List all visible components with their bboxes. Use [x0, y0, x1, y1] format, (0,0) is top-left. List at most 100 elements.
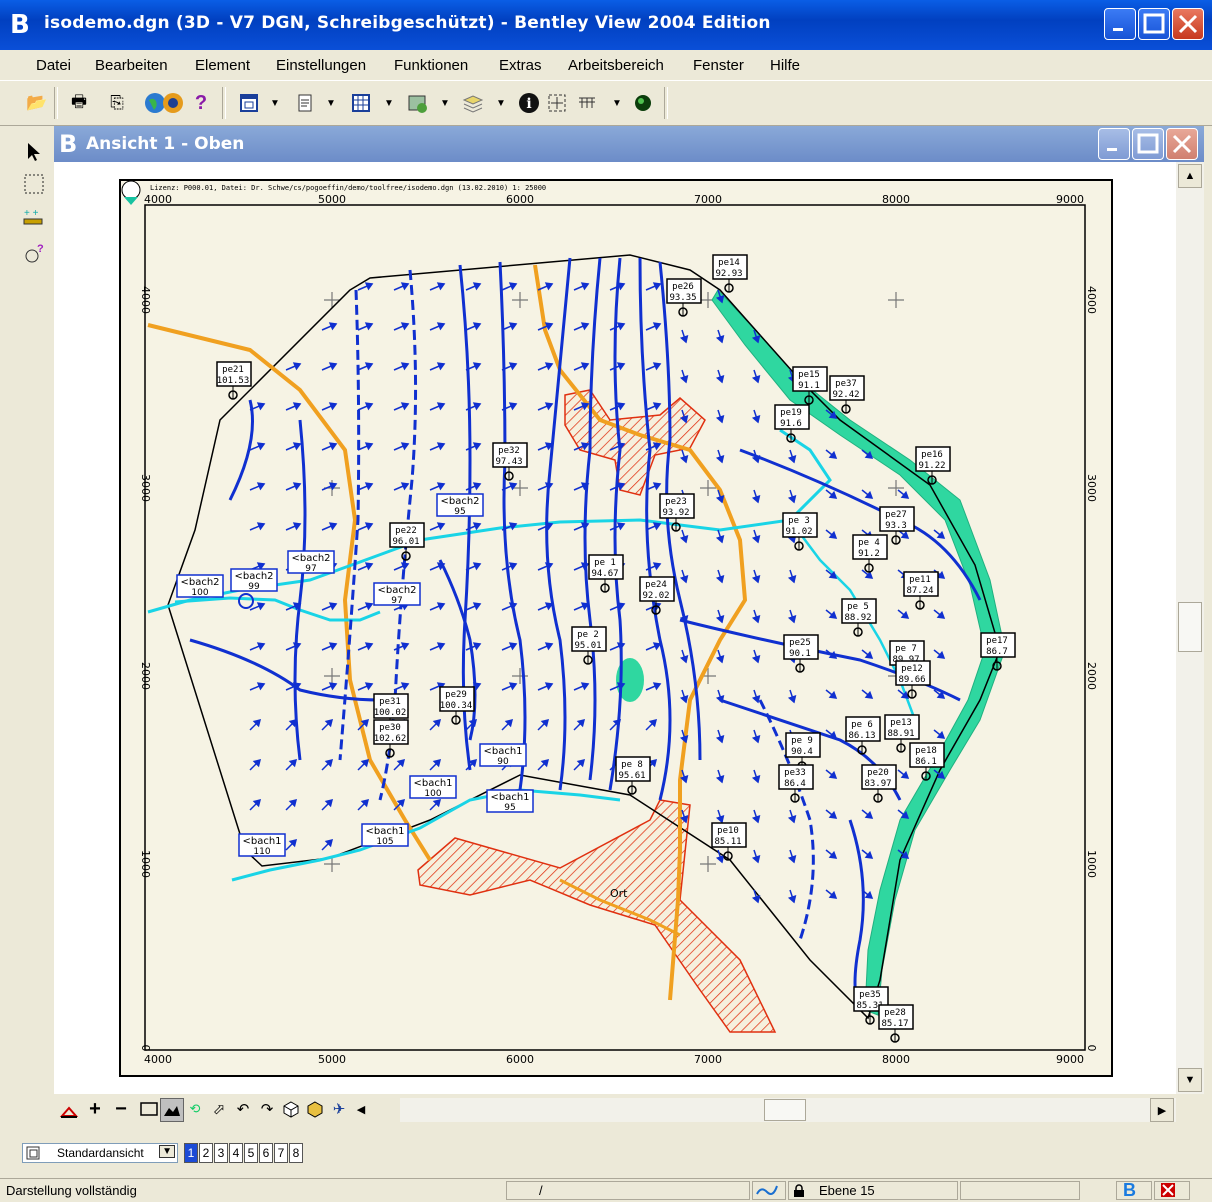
level-cell[interactable]: Ebene 15	[788, 1181, 958, 1200]
flow-arrowhead	[400, 562, 410, 571]
well-value: 93.92	[662, 508, 689, 518]
view-number-2[interactable]: 2	[199, 1143, 213, 1163]
menu-fenster[interactable]: Fenster	[693, 57, 744, 74]
y-tick-left: 1000	[139, 850, 152, 878]
well-value: 83.97	[864, 779, 891, 789]
scroll-left-button[interactable]: ◀	[356, 1103, 366, 1116]
window-area-icon[interactable]	[138, 1098, 160, 1120]
well-value: 85.31	[856, 1001, 883, 1011]
view-maximize-button[interactable]	[1132, 128, 1164, 160]
scroll-up-button[interactable]: ▲	[1178, 164, 1202, 188]
menu-arbeitsbereich[interactable]: Arbeitsbereich	[568, 57, 664, 74]
view-number-3[interactable]: 3	[214, 1143, 228, 1163]
menu-funktionen[interactable]: Funktionen	[394, 57, 469, 74]
hscroll-thumb[interactable]	[764, 1099, 806, 1121]
flow-arrowhead	[508, 362, 518, 371]
open-folder-icon[interactable]: 📂	[26, 93, 48, 112]
layers-db-icon[interactable]	[404, 90, 430, 116]
menu-extras[interactable]: Extras	[499, 57, 542, 74]
rotate-view-icon[interactable]: ⟲	[189, 1101, 201, 1116]
chevron-down-icon[interactable]: ▼	[159, 1145, 175, 1158]
flow-arrowhead	[652, 642, 662, 651]
fit-view-icon[interactable]	[160, 1098, 184, 1122]
measure-table-icon[interactable]	[574, 90, 600, 116]
flow-arrowhead	[400, 482, 410, 491]
view-canvas[interactable]: Lizenz: P000.01, Datei: Dr. Schwe/cs/pog…	[54, 162, 1176, 1094]
marquee-select-icon[interactable]	[20, 170, 48, 198]
view-next-icon[interactable]: ↷	[260, 1101, 274, 1118]
help-icon[interactable]: ?	[194, 91, 208, 114]
chevron-down-icon[interactable]: ▼	[496, 97, 506, 109]
flow-arrowhead	[679, 615, 689, 624]
zoom-out-icon[interactable]: −	[115, 1097, 127, 1120]
flow-arrowhead	[364, 322, 374, 331]
view-number-8[interactable]: 8	[289, 1143, 303, 1163]
scroll-thumb[interactable]	[1178, 602, 1202, 652]
flow-arrowhead	[751, 495, 761, 504]
measure-distance-icon[interactable]: + +	[20, 204, 48, 232]
flow-arrowhead	[936, 770, 946, 779]
horizontal-scrollbar[interactable]: ▶	[400, 1098, 1176, 1122]
3d-cube-icon[interactable]	[280, 1098, 302, 1120]
minimize-button[interactable]	[1104, 8, 1136, 40]
levels-icon[interactable]	[460, 90, 486, 116]
select-arrow-icon[interactable]	[20, 138, 48, 166]
stream-value: 97	[305, 564, 316, 574]
file-status-icon[interactable]	[1154, 1181, 1190, 1200]
navigate-icon[interactable]: ✈	[332, 1101, 346, 1118]
flow-arrowhead	[508, 682, 518, 691]
menu-einstellungen[interactable]: Einstellungen	[276, 57, 367, 74]
globe-icon[interactable]	[142, 90, 168, 116]
maximize-button[interactable]	[1138, 8, 1170, 40]
view-number-4[interactable]: 4	[229, 1143, 243, 1163]
document-icon[interactable]	[292, 90, 318, 116]
info-icon[interactable]: i	[516, 90, 542, 116]
flow-arrowhead	[396, 758, 406, 768]
view-previous-icon[interactable]: ↶	[236, 1101, 250, 1118]
render-ball-icon[interactable]	[630, 90, 656, 116]
scroll-right-button[interactable]: ▶	[1150, 1098, 1174, 1122]
chevron-down-icon[interactable]: ▼	[326, 97, 336, 109]
chevron-down-icon[interactable]: ▼	[384, 97, 394, 109]
menu-element[interactable]: Element	[195, 57, 251, 74]
view-group-select[interactable]: Standardansicht ▼	[22, 1143, 178, 1163]
snap-status-cell[interactable]	[752, 1181, 786, 1200]
view-number-5[interactable]: 5	[244, 1143, 258, 1163]
bentley-app-icon[interactable]: B	[10, 10, 30, 40]
flow-arrowhead	[828, 850, 838, 859]
flow-arrowhead	[292, 522, 302, 531]
print-icon[interactable]: 🖶	[70, 91, 88, 111]
x-tick-top: 5000	[318, 193, 346, 206]
pan-view-icon[interactable]: ⬀	[212, 1101, 226, 1118]
fence-select-icon[interactable]	[544, 90, 570, 116]
flow-arrowhead	[364, 562, 374, 571]
view-number-6[interactable]: 6	[259, 1143, 273, 1163]
menu-bearbeiten[interactable]: Bearbeiten	[95, 57, 168, 74]
render-cube-icon[interactable]	[304, 1098, 326, 1120]
map-drawing[interactable]: Lizenz: P000.01, Datei: Dr. Schwe/cs/pog…	[54, 162, 1176, 1094]
chevron-down-icon[interactable]: ▼	[270, 97, 280, 109]
flow-arrowhead	[504, 718, 514, 728]
flow-arrowhead	[652, 402, 662, 411]
vertical-scrollbar[interactable]: ▲ ▼	[1176, 162, 1204, 1094]
copy-icon[interactable]: ⎘	[110, 93, 124, 112]
chevron-down-icon[interactable]: ▼	[440, 97, 450, 109]
zoom-in-icon[interactable]: +	[89, 1097, 101, 1120]
close-button[interactable]	[1172, 8, 1204, 40]
view-minimize-button[interactable]	[1098, 128, 1130, 160]
chevron-down-icon[interactable]: ▼	[612, 97, 622, 109]
menu-hilfe[interactable]: Hilfe	[770, 57, 801, 74]
grid-table-icon[interactable]	[348, 90, 374, 116]
view-number-1[interactable]: 1	[184, 1143, 198, 1163]
well-name: pe 1	[594, 558, 616, 568]
menu-datei[interactable]: Datei	[36, 57, 72, 74]
window-icon[interactable]	[236, 90, 262, 116]
bentley-view-icon[interactable]: B	[59, 130, 78, 158]
camera-icon[interactable]	[160, 90, 186, 116]
view-close-button[interactable]	[1166, 128, 1198, 160]
view-number-7[interactable]: 7	[274, 1143, 288, 1163]
element-info-icon[interactable]: ?	[20, 240, 48, 268]
update-view-icon[interactable]	[58, 1098, 80, 1120]
bentley-status-icon[interactable]: B	[1116, 1180, 1152, 1200]
scroll-down-button[interactable]: ▼	[1178, 1068, 1202, 1092]
